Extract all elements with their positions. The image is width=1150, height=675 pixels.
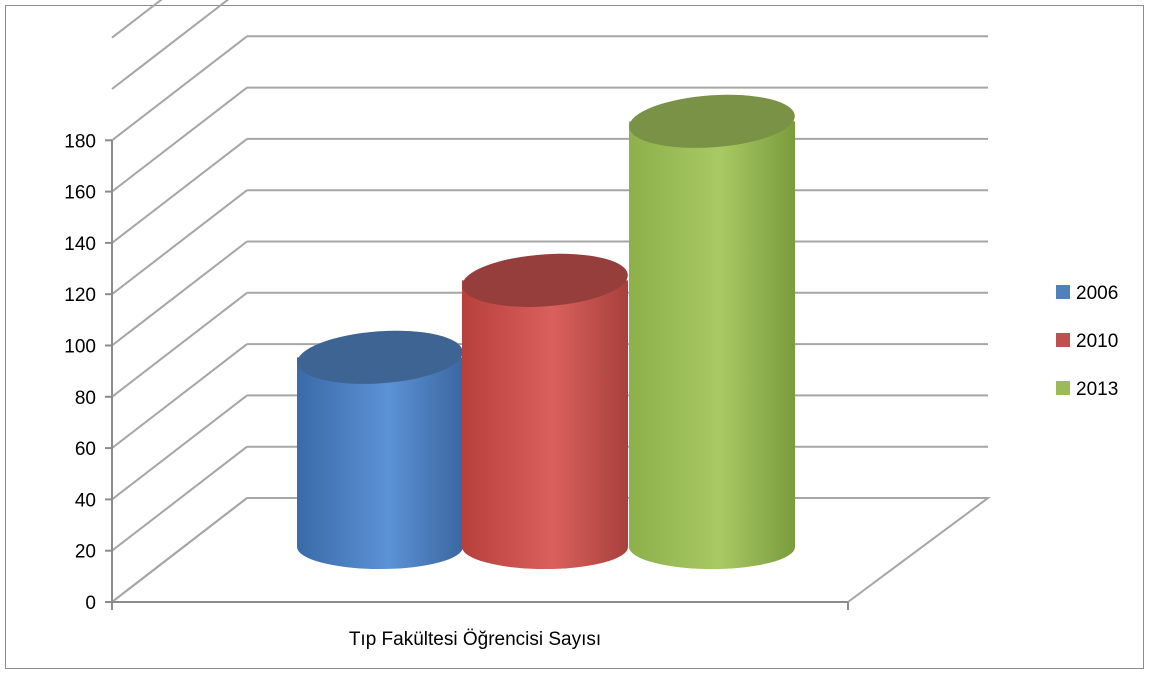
legend-label: 2010 bbox=[1076, 331, 1118, 352]
bar-top-shade bbox=[629, 94, 795, 148]
legend-swatch bbox=[1056, 333, 1070, 347]
legend-swatch bbox=[1056, 381, 1070, 395]
side-gridline bbox=[111, 138, 248, 244]
legend: 2006 2010 2013 bbox=[1056, 283, 1118, 400]
bar-top bbox=[462, 253, 628, 307]
y-tick-label: 40 bbox=[75, 490, 96, 511]
bar-body bbox=[629, 121, 795, 569]
y-tick-label: 80 bbox=[75, 388, 96, 409]
legend-item-2006: 2006 bbox=[1056, 283, 1118, 304]
side-gridline bbox=[111, 86, 248, 193]
bar-2006 bbox=[297, 330, 463, 569]
side-gridline bbox=[111, 0, 230, 90]
y-tick-label: 120 bbox=[64, 285, 96, 306]
side-gridline bbox=[111, 35, 248, 142]
legend-label: 2006 bbox=[1076, 283, 1118, 304]
side-gridline bbox=[111, 343, 248, 449]
side-gridline bbox=[111, 0, 163, 39]
side-gridline bbox=[111, 189, 248, 295]
x-category-label: Tıp Fakültesi Öğrencisi Sayısı bbox=[349, 629, 601, 650]
bar-body bbox=[297, 357, 463, 569]
bar-top-shade bbox=[462, 253, 628, 307]
bar-2013 bbox=[629, 94, 795, 569]
y-tick-label: 20 bbox=[75, 542, 96, 563]
y-tick-label: 100 bbox=[64, 337, 96, 358]
y-tick-label: 60 bbox=[75, 439, 96, 460]
bars bbox=[297, 94, 795, 569]
bar-2010 bbox=[462, 253, 628, 569]
y-tick-label: 140 bbox=[64, 234, 96, 255]
y-tick-label: 0 bbox=[85, 593, 96, 614]
legend-swatch bbox=[1056, 285, 1070, 299]
legend-item-2013: 2013 bbox=[1056, 379, 1118, 400]
y-tick-label: 180 bbox=[64, 131, 96, 152]
legend-label: 2013 bbox=[1076, 379, 1118, 400]
y-tick-labels: 0 20 40 60 80 100 120 140 160 180 bbox=[64, 131, 96, 614]
side-gridline bbox=[111, 394, 248, 501]
bar-top bbox=[629, 94, 795, 148]
bar-body bbox=[462, 280, 628, 569]
axes bbox=[105, 139, 849, 610]
bar-top-shade bbox=[297, 330, 463, 384]
y-tick-label: 160 bbox=[64, 183, 96, 204]
side-gridline bbox=[111, 445, 248, 552]
bar-top bbox=[297, 330, 463, 384]
side-gridline bbox=[111, 292, 248, 398]
side-gridline bbox=[111, 240, 248, 347]
legend-item-2010: 2010 bbox=[1056, 331, 1118, 352]
